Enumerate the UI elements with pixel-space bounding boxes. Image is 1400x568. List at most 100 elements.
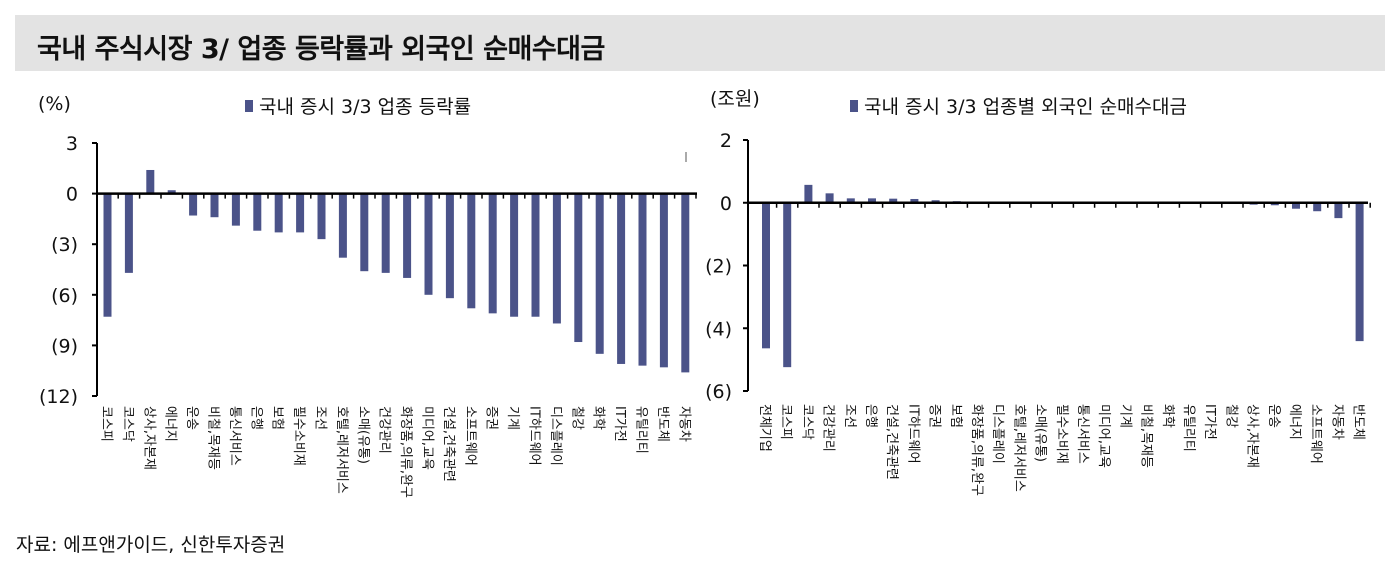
bar xyxy=(659,193,668,368)
x-tick-label: 에너지 xyxy=(1287,404,1302,440)
x-tick-label: 증권 xyxy=(927,404,942,428)
x-tick-label: 화학 xyxy=(1160,404,1175,428)
x-tick-label: 반도체 xyxy=(655,406,670,442)
legend-label: 국내 증시 3/3 업종 등락률 xyxy=(259,96,471,118)
y-axis-label: (조원) xyxy=(710,88,760,110)
x-tick-label: 유틸리티 xyxy=(1181,404,1196,452)
x-tick-label: 자동차 xyxy=(1329,404,1344,440)
bar xyxy=(167,190,176,194)
bar xyxy=(296,193,305,233)
y-tick-label: 3 xyxy=(66,133,78,155)
x-tick-label: 건설,건축관련 xyxy=(441,406,456,482)
y-tick-label: (3) xyxy=(51,234,78,256)
bar xyxy=(617,193,626,364)
x-tick-label: 미디어,교육 xyxy=(420,406,435,470)
x-tick-label: 비철,목재등 xyxy=(206,406,221,470)
x-tick-label: 필수소비재 xyxy=(1054,404,1069,464)
x-tick-label: 소매(유통) xyxy=(355,406,370,464)
x-tick-label: 건강관리 xyxy=(821,404,836,452)
x-tick-label: 소매(유통) xyxy=(1033,404,1048,462)
y-tick-label: (6) xyxy=(705,381,732,403)
x-tick-label: 철강 xyxy=(1223,404,1238,428)
x-tick-label: 디스플레이 xyxy=(548,406,563,466)
legend-swatch xyxy=(850,100,858,112)
x-tick-label: 통신서비스 xyxy=(1075,404,1090,464)
x-tick-label: 필수소비재 xyxy=(291,406,306,466)
x-tick-label: 은행 xyxy=(863,404,879,428)
x-tick-label: 상사,자본재 xyxy=(1245,404,1260,468)
bar xyxy=(574,193,583,343)
bar xyxy=(868,198,876,203)
bar xyxy=(274,193,283,233)
bar xyxy=(381,193,390,273)
bar xyxy=(189,193,198,216)
x-tick-label: 코스피 xyxy=(99,406,114,442)
bar xyxy=(103,193,112,317)
y-tick-label: (12) xyxy=(39,386,78,408)
page-title: 국내 주식시장 3/ 업종 등락률과 외국인 순매수대금 xyxy=(37,34,605,65)
x-tick-label: 상사,자본재 xyxy=(141,406,156,470)
x-tick-label: 운송 xyxy=(184,406,199,430)
bar xyxy=(1334,202,1343,219)
bar xyxy=(231,193,240,226)
bar xyxy=(403,193,412,278)
x-tick-label: 건설,건축관련 xyxy=(884,404,899,480)
y-tick-label: 2 xyxy=(720,130,732,152)
x-tick-label: 보험 xyxy=(948,404,963,428)
bar xyxy=(889,198,898,203)
x-tick-label: 화장품,의류,완구 xyxy=(398,406,413,498)
x-tick-label: 화학 xyxy=(591,406,606,430)
y-tick-label: (4) xyxy=(705,318,732,340)
y-tick-label: 0 xyxy=(66,184,78,206)
bar xyxy=(360,193,369,272)
bar xyxy=(552,193,561,324)
x-tick-label: 유틸리티 xyxy=(634,406,649,454)
y-tick-label: 0 xyxy=(720,193,732,215)
bar xyxy=(1270,202,1279,206)
bar xyxy=(253,193,262,231)
x-tick-label: 보험 xyxy=(270,406,285,430)
bar xyxy=(1313,202,1322,212)
x-tick-label: 코스피 xyxy=(778,404,793,440)
bar xyxy=(424,193,433,295)
x-tick-label: 통신서비스 xyxy=(227,406,242,466)
x-tick-label: 코스닥 xyxy=(120,406,135,442)
bar xyxy=(146,169,155,194)
y-tick-label: (9) xyxy=(51,335,78,357)
x-tick-label: 기계 xyxy=(505,406,520,430)
title-bar: 국내 주식시장 3/ 업종 등락률과 외국인 순매수대금 xyxy=(15,15,1385,71)
x-tick-label: 기계 xyxy=(1117,404,1132,428)
bar xyxy=(317,193,326,240)
x-tick-label: 비철,목재등 xyxy=(1139,404,1154,468)
legend-label: 국내 증시 3/3 업종별 외국인 순매수대금 xyxy=(864,96,1187,118)
x-tick-label: 디스플레이 xyxy=(990,404,1005,464)
bar xyxy=(445,193,454,299)
x-tick-label: 운송 xyxy=(1266,404,1281,428)
x-tick-label: 자동차 xyxy=(676,406,691,442)
bar xyxy=(488,193,497,314)
x-tick-label: 호텔,레저서비스 xyxy=(334,406,349,494)
x-tick-label: 소프트웨어 xyxy=(462,406,477,466)
bar xyxy=(1355,202,1364,342)
bar xyxy=(825,193,834,203)
bar xyxy=(467,193,476,309)
x-tick-label: 조선 xyxy=(842,404,857,428)
x-tick-label: 조선 xyxy=(313,406,328,430)
bar xyxy=(910,198,919,203)
x-tick-label: IT하드웨어 xyxy=(905,404,920,464)
legend-swatch xyxy=(245,100,253,112)
source-note: 자료: 에프앤가이드, 신한투자증권 xyxy=(16,534,286,556)
bar xyxy=(681,193,690,373)
bar xyxy=(124,193,133,273)
bar xyxy=(595,193,604,354)
bar xyxy=(804,184,813,203)
x-tick-label: 호텔,레저서비스 xyxy=(1011,404,1026,492)
x-tick-label: 은행 xyxy=(248,406,264,430)
y-tick-label: (2) xyxy=(705,256,732,278)
x-tick-label: 소프트웨어 xyxy=(1308,404,1323,464)
bar xyxy=(510,193,519,317)
x-tick-label: 철강 xyxy=(569,406,584,430)
bar xyxy=(638,193,647,366)
bar xyxy=(531,193,540,317)
